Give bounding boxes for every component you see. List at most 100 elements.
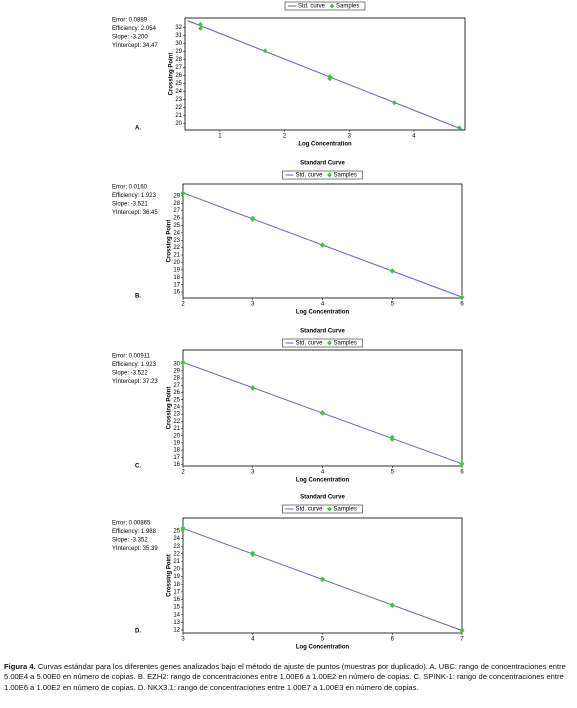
y-tick-label: 25 xyxy=(173,529,180,535)
x-tick-label: 3 xyxy=(181,637,185,643)
legend-box xyxy=(282,338,363,348)
y-tick-label: 16 xyxy=(173,290,180,296)
y-axis-label: Crossing Point xyxy=(167,387,173,430)
y-tick-label: 23 xyxy=(173,238,180,244)
legend-label: Std. curve xyxy=(296,173,324,179)
y-tick-label: 19 xyxy=(173,574,180,580)
caption: Figura 4. Curvas estándar para los difer… xyxy=(4,662,573,693)
y-tick-label: 21 xyxy=(175,113,182,119)
x-tick-label: 5 xyxy=(391,302,395,308)
y-tick-label: 16 xyxy=(173,462,180,468)
y-tick-label: 28 xyxy=(173,201,180,207)
x-axis-label: Log Concentration xyxy=(296,645,350,651)
figure: Std. curve Samples20212223242526272829303… xyxy=(112,1,466,651)
sample-point xyxy=(459,461,465,467)
y-tick-label: 32 xyxy=(175,25,182,31)
x-tick-label: 5 xyxy=(391,470,395,476)
stat-line: YIntercept: 37.23 xyxy=(112,379,158,385)
sample-point xyxy=(320,411,325,416)
y-tick-label: 27 xyxy=(175,65,182,71)
y-tick-label: 25 xyxy=(173,397,180,403)
y-tick-label: 30 xyxy=(173,361,180,367)
y-tick-label: 21 xyxy=(173,559,180,565)
legend-marker xyxy=(327,340,332,346)
y-tick-label: 20 xyxy=(173,260,180,266)
chart-title: Standard Curve xyxy=(300,495,345,501)
y-tick-label: 27 xyxy=(173,383,180,389)
caption-label: Figura 4. xyxy=(4,662,36,671)
y-tick-label: 29 xyxy=(173,193,180,199)
y-tick-label: 28 xyxy=(173,376,180,382)
y-tick-label: 15 xyxy=(173,605,180,611)
y-tick-label: 19 xyxy=(173,441,180,447)
legend-label: Samples xyxy=(334,341,357,347)
sample-point xyxy=(459,628,465,634)
legend-box xyxy=(282,170,363,180)
legend-box xyxy=(284,1,366,11)
stat-line: Error: 0.00865 xyxy=(112,521,151,527)
y-tick-label: 22 xyxy=(175,105,182,111)
y-tick-label: 24 xyxy=(175,89,182,95)
y-tick-label: 14 xyxy=(173,612,180,618)
y-tick-label: 12 xyxy=(173,628,180,634)
legend-label: Samples xyxy=(334,173,357,179)
stat-line: Efficiency: 2.054 xyxy=(112,26,157,32)
y-tick-label: 22 xyxy=(173,551,180,557)
y-tick-label: 26 xyxy=(175,73,182,79)
panel-label: D. xyxy=(135,629,141,635)
y-tick-label: 24 xyxy=(173,404,180,410)
sample-point xyxy=(198,22,203,27)
y-tick-label: 20 xyxy=(173,433,180,439)
y-tick-label: 18 xyxy=(173,275,180,281)
stat-line: Slope: -3.200 xyxy=(112,35,148,41)
y-tick-label: 28 xyxy=(175,57,182,63)
stat-line: YIntercept: 34.47 xyxy=(112,43,158,49)
stat-line: Error: 0.0160 xyxy=(112,185,148,191)
x-tick-label: 4 xyxy=(321,470,325,476)
x-tick-label: 6 xyxy=(460,470,464,476)
sample-point xyxy=(327,76,333,82)
plot-frame xyxy=(182,517,463,634)
x-axis-label: Log Concentration xyxy=(298,142,352,148)
sample-point xyxy=(250,217,256,222)
y-tick-label: 27 xyxy=(173,208,180,214)
x-tick-label: 2 xyxy=(181,302,185,308)
x-tick-label: 3 xyxy=(348,134,352,140)
x-tick-label: 1 xyxy=(218,134,222,140)
y-tick-label: 25 xyxy=(175,81,182,87)
stat-line: Error: 0.00911 xyxy=(112,354,151,360)
sample-point xyxy=(180,191,186,197)
y-tick-label: 17 xyxy=(173,589,180,595)
legend-label: Std. curve xyxy=(296,341,324,347)
stat-line: Efficiency: 1.923 xyxy=(112,362,157,368)
y-tick-label: 22 xyxy=(173,245,180,251)
sample-point xyxy=(180,527,186,532)
y-tick-label: 20 xyxy=(173,567,180,573)
legend-marker xyxy=(327,506,332,512)
panel-label: C. xyxy=(135,464,141,470)
y-tick-label: 21 xyxy=(173,426,180,432)
sample-point xyxy=(389,603,395,608)
y-tick-label: 20 xyxy=(175,121,182,127)
y-axis-label: Crossing Point xyxy=(167,220,173,263)
y-axis-label: Crossing Point xyxy=(167,554,173,597)
x-tick-label: 5 xyxy=(321,637,325,643)
sample-point xyxy=(250,385,256,391)
sample-point xyxy=(320,243,325,248)
y-tick-label: 24 xyxy=(173,536,180,542)
legend-label: Std. curve xyxy=(298,4,326,10)
legend-marker xyxy=(327,172,332,178)
stat-line: Slope: -3.352 xyxy=(112,538,148,544)
y-tick-label: 29 xyxy=(173,368,180,374)
y-tick-label: 18 xyxy=(173,448,180,454)
y-tick-label: 13 xyxy=(173,620,180,626)
legend-marker xyxy=(329,3,335,9)
chart-title: Standard Curve xyxy=(300,161,345,167)
y-tick-label: 21 xyxy=(173,253,180,259)
sample-point xyxy=(456,125,462,130)
y-tick-label: 19 xyxy=(173,267,180,273)
sample-point xyxy=(392,100,397,106)
plot-frame xyxy=(182,183,463,299)
y-tick-label: 23 xyxy=(173,544,180,550)
sample-point xyxy=(180,360,186,366)
